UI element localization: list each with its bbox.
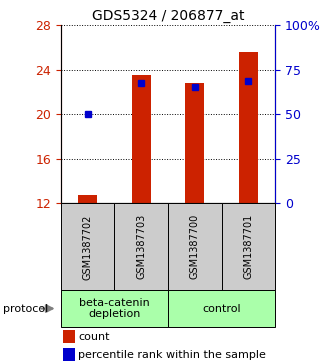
Text: GSM1387703: GSM1387703 bbox=[136, 214, 146, 280]
Bar bbox=[61, 290, 168, 327]
Text: control: control bbox=[202, 303, 241, 314]
Title: GDS5324 / 206877_at: GDS5324 / 206877_at bbox=[92, 9, 244, 23]
Bar bbox=[63, 348, 75, 361]
Bar bbox=[168, 203, 221, 290]
Bar bbox=[61, 203, 114, 290]
Bar bbox=[132, 76, 151, 203]
Text: beta-catenin
depletion: beta-catenin depletion bbox=[79, 298, 150, 319]
Bar bbox=[63, 330, 75, 343]
Text: GSM1387700: GSM1387700 bbox=[190, 214, 200, 280]
Text: percentile rank within the sample: percentile rank within the sample bbox=[78, 350, 266, 360]
Text: count: count bbox=[78, 331, 109, 342]
Bar bbox=[222, 203, 275, 290]
Bar bbox=[185, 83, 204, 203]
Bar bbox=[168, 290, 275, 327]
Text: GSM1387702: GSM1387702 bbox=[83, 214, 92, 280]
Bar bbox=[115, 203, 168, 290]
Bar bbox=[239, 52, 258, 203]
Text: GSM1387701: GSM1387701 bbox=[244, 214, 253, 280]
Text: protocol: protocol bbox=[3, 303, 48, 314]
Bar bbox=[78, 196, 97, 203]
